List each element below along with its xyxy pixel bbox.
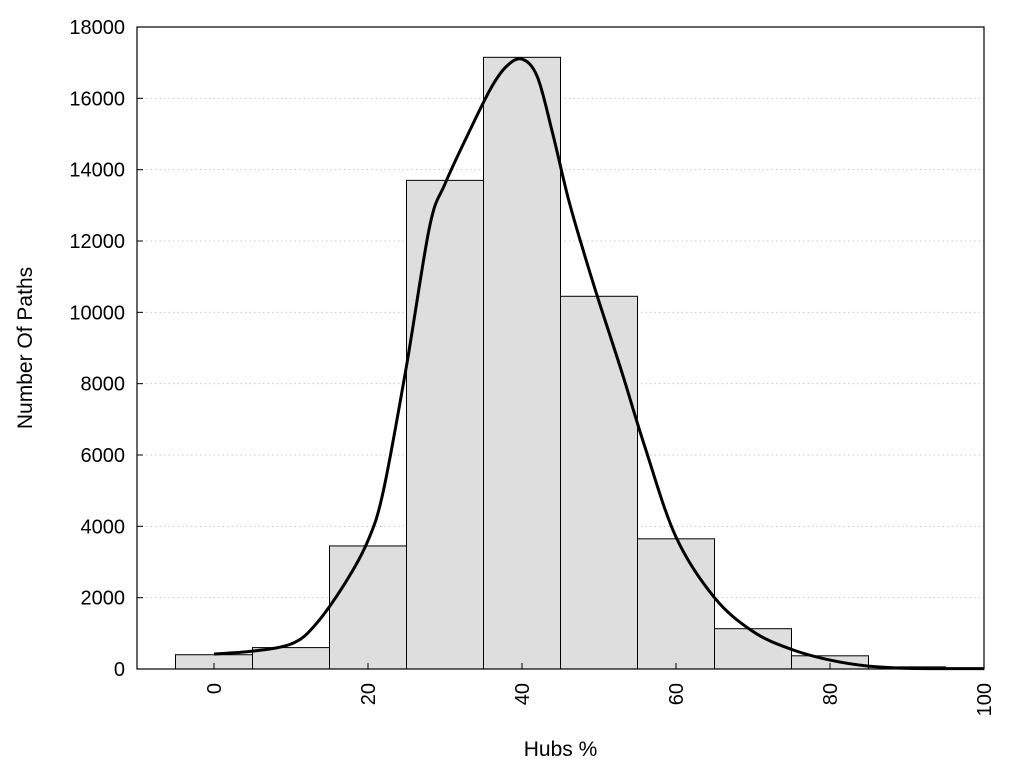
x-axis: 0 20 40 60 80 100 <box>204 663 996 716</box>
histogram-bar <box>330 546 407 669</box>
x-axis-title: Hubs % <box>524 738 598 761</box>
x-tick-label: 20 <box>358 683 380 705</box>
y-axis-title: Number Of Paths <box>14 267 37 429</box>
y-tick-label: 8000 <box>81 374 126 396</box>
x-tick-label: 80 <box>820 683 842 705</box>
y-tick-label: 16000 <box>69 88 125 110</box>
x-tick-label: 100 <box>974 683 996 716</box>
bars-layer <box>176 57 985 669</box>
y-tick-label: 4000 <box>81 516 126 538</box>
y-tick-label: 6000 <box>81 445 126 467</box>
histogram-bar <box>561 296 638 669</box>
y-tick-label: 18000 <box>69 17 125 39</box>
histogram-bar <box>484 57 561 669</box>
x-tick-label: 60 <box>666 683 688 705</box>
y-tick-label: 0 <box>114 659 125 681</box>
y-tick-label: 12000 <box>69 231 125 253</box>
histogram-bar <box>715 629 792 669</box>
y-tick-label: 2000 <box>81 588 126 610</box>
x-tick-label: 40 <box>512 683 534 705</box>
histogram-bar <box>407 180 484 669</box>
x-tick-label: 0 <box>204 683 226 694</box>
y-axis: 0 2000 4000 6000 8000 10000 12000 14000 16000 180… <box>69 17 143 681</box>
histogram-bar <box>638 539 715 669</box>
y-tick-label: 14000 <box>69 160 125 182</box>
y-tick-label: 10000 <box>69 302 125 324</box>
